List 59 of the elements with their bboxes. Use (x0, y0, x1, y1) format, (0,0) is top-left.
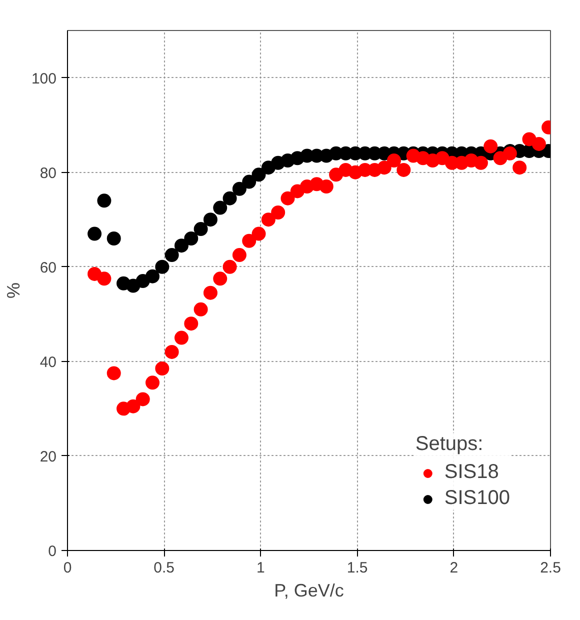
point (146, 269, 160, 284)
y-tick-label: 100 (31, 70, 57, 88)
point (271, 206, 286, 220)
x-tick-label: 0.5 (154, 560, 175, 576)
point (532, 136, 546, 151)
point (213, 200, 228, 215)
point (252, 226, 266, 241)
point (174, 330, 188, 345)
point (232, 182, 246, 196)
point (136, 392, 150, 406)
point (97, 272, 112, 286)
point (164, 344, 179, 359)
point (242, 234, 256, 248)
point (484, 139, 498, 154)
x-tick-label: 1 (256, 560, 265, 576)
y-tick-label: 80 (40, 164, 57, 182)
point (377, 160, 392, 175)
point (396, 162, 411, 177)
y-tick-label: 20 (40, 448, 57, 466)
point (164, 248, 179, 262)
y-tick-label: 40 (40, 354, 57, 371)
point (213, 272, 228, 286)
legend-label: SIS18 (444, 461, 499, 484)
point (222, 260, 237, 274)
x-tick-label: 1.5 (346, 560, 368, 576)
point (512, 160, 527, 175)
x-axis-title: P, GeV/c (274, 580, 344, 600)
point (222, 191, 237, 206)
point (155, 362, 170, 376)
point (261, 212, 276, 227)
point (242, 174, 256, 189)
y-tick-label: 60 (40, 259, 57, 276)
x-tick-label: 2 (450, 560, 458, 576)
point (280, 191, 295, 206)
y-tick-label: 0 (48, 543, 56, 560)
x-tick-label: 2.5 (540, 560, 561, 576)
point (203, 286, 218, 300)
point (184, 232, 198, 246)
point (194, 222, 208, 236)
x-tick-label: 0 (63, 560, 72, 576)
point (97, 194, 112, 208)
point (252, 168, 266, 182)
point (106, 366, 121, 380)
point (126, 399, 140, 414)
point (232, 248, 246, 262)
point (203, 212, 218, 227)
point (174, 238, 188, 253)
point (155, 260, 170, 274)
y-axis-title: % (3, 282, 24, 298)
legend-label: SIS100 (444, 487, 510, 510)
point (194, 302, 208, 316)
point (474, 156, 488, 170)
point (387, 154, 402, 168)
point (184, 316, 198, 331)
point (146, 376, 160, 390)
legend-title: Setups: (415, 433, 484, 456)
point (319, 180, 334, 194)
point (106, 232, 121, 246)
point (88, 226, 102, 241)
